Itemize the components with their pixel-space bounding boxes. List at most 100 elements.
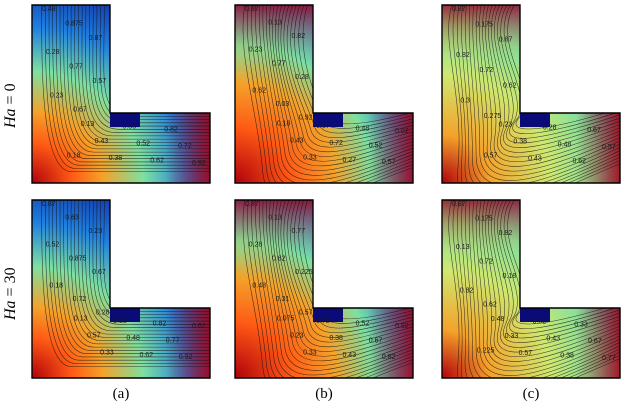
contour-label: 0.77 [69, 64, 83, 71]
contour-label: 0.72 [480, 67, 494, 74]
heater-block [313, 113, 343, 127]
contour-label: 0.62 [483, 302, 497, 309]
contour-label: 0.57 [484, 153, 498, 160]
contour-label: 0.62 [252, 87, 266, 94]
contour-label: 0.92 [395, 323, 409, 330]
temperature-field [32, 200, 210, 378]
contour-label: 0.57 [382, 159, 396, 166]
contour-label: 0.67 [587, 127, 601, 134]
contour-label: 0.38 [109, 155, 123, 162]
contour-label: 0.92 [179, 354, 193, 361]
contour-label: 0.23 [499, 122, 513, 129]
contour-label: 0.33 [574, 321, 588, 328]
contour-label: 0.62 [503, 82, 517, 89]
contour-label: 0.72 [479, 259, 493, 266]
contour-label: 0.23 [50, 92, 64, 99]
contour-label: 0.225 [295, 269, 313, 276]
contour-label: 0.82 [499, 230, 513, 237]
contour-label: 0.87 [89, 35, 103, 42]
contour-label: 0.77 [602, 355, 616, 362]
contour-label: 0.43 [342, 352, 356, 359]
temperature-field [235, 200, 413, 378]
row-label-ha30: Ha = 30 [2, 267, 19, 320]
contour-label: 0.875 [65, 20, 83, 27]
contour-label: 0.43 [546, 336, 560, 343]
contour-label: 0.13 [81, 121, 95, 128]
contour-label: 0.38 [513, 139, 527, 146]
row-label-ha0: Ha = 0 [2, 83, 19, 128]
contour-label: 0.87 [499, 37, 513, 44]
contour-label: 0.57 [602, 144, 616, 151]
contour-label: 0.48 [558, 141, 572, 148]
contour-label: 0.33 [505, 333, 519, 340]
temperature-field [442, 5, 620, 183]
contour-label: 0.28 [249, 242, 263, 249]
contour-label: 0.77 [291, 228, 305, 235]
contour-label: 0.48 [252, 282, 266, 289]
contour-label: 0.82 [291, 33, 305, 40]
contour-label: 0.67 [73, 107, 87, 114]
temperature-field [442, 200, 620, 378]
panel-ha30-b: 0.87 0.13 0.77 0.28 0.62 0.225 0.48 0.31 0.57 0.0… [234, 199, 414, 379]
contour-label: 0.48 [126, 335, 140, 342]
contour-label: 0.87 [452, 6, 466, 13]
contour-label: 0.52 [46, 242, 60, 249]
contour-label: 0.62 [192, 323, 206, 330]
isotherm-lines [41, 200, 210, 368]
contour-label: 0.67 [316, 123, 330, 130]
contour-label: 0.18 [49, 282, 63, 289]
contour-label: 0.87 [245, 6, 259, 13]
panel-ha0-a: 0.48 0.875 0.87 0.28 0.77 0.57 0.23 0.67 0.18 0.1… [31, 4, 211, 184]
contour-label: 0.31 [276, 296, 290, 303]
contour-label: 0.48 [491, 316, 505, 323]
contour-label: 0.52 [136, 141, 150, 148]
contour-label: 0.63 [65, 215, 79, 222]
contour-label: 0.52 [369, 142, 383, 149]
contour-label: 0.875 [69, 255, 87, 262]
contour-label: 0.02 [395, 128, 409, 135]
contour-label: 0.92 [299, 115, 313, 122]
contour-label: 0.77 [166, 337, 180, 344]
contour-label: 0.67 [588, 338, 602, 345]
contour-label: 0.13 [268, 215, 282, 222]
contour-label: 0.33 [303, 154, 317, 161]
heater-block [520, 113, 550, 127]
contour-label: 0.87 [42, 201, 56, 208]
caption-c: (c) [522, 386, 540, 402]
contour-label: 0.33 [122, 124, 136, 131]
contour-label: 0.225 [477, 347, 495, 354]
contour-label: 0.62 [572, 158, 586, 165]
contour-label: 0.43 [95, 138, 109, 145]
contour-label: 0.57 [519, 350, 533, 357]
panel-ha0-c: 0.87 0.175 0.87 0.82 0.72 0.62 0.3 0.275 0.57 0.2… [441, 4, 621, 184]
contour-label: 0.72 [316, 318, 330, 325]
heater-block [110, 308, 140, 322]
contour-label: 0.38 [113, 318, 127, 325]
panel-ha0-b: 0.87 0.13 0.82 0.23 0.77 0.28 0.62 0.03 0.92 0.18… [234, 4, 414, 184]
contour-label: 0.33 [100, 349, 114, 356]
temperature-field [32, 5, 210, 183]
contour-label: 0.28 [46, 49, 60, 56]
contour-label: 0.72 [73, 296, 87, 303]
contour-label: 0.27 [342, 157, 356, 164]
caption-b: (b) [315, 386, 333, 402]
contour-label: 0.43 [290, 138, 304, 145]
contour-label: 0.92 [192, 160, 206, 167]
contour-label: 0.67 [369, 337, 383, 344]
contour-label: 0.57 [87, 333, 101, 340]
contour-label: 0.57 [299, 310, 313, 317]
contour-label: 0.62 [139, 352, 153, 359]
contour-label: 0.075 [277, 316, 295, 323]
contour-label: 0.23 [290, 333, 304, 340]
contour-label: 0.175 [475, 21, 493, 28]
contour-label: 0.38 [560, 352, 574, 359]
contour-label: 0.28 [96, 310, 110, 317]
contour-label: 0.52 [356, 321, 370, 328]
heater-block [520, 308, 550, 322]
temperature-field [235, 5, 413, 183]
contour-label: 0.13 [74, 316, 88, 323]
contour-label: 0.3 [460, 98, 470, 105]
contour-label: 0.62 [272, 255, 286, 262]
contour-label: 0.87 [452, 201, 466, 208]
contour-label: 0.28 [295, 74, 309, 81]
